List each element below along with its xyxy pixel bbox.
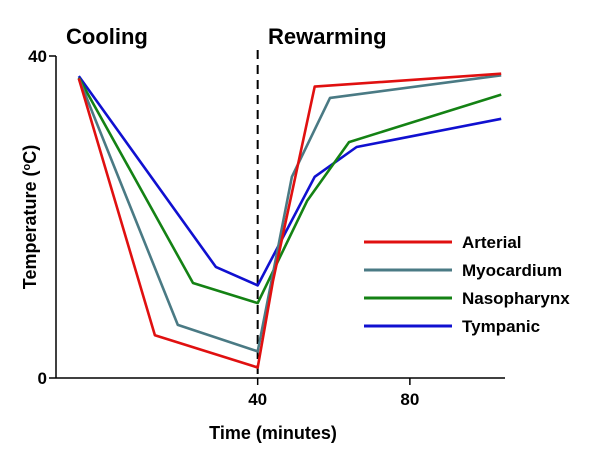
series-line-myocardium: [77, 74, 502, 353]
legend: Arterial Myocardium Nasopharynx Tympanic: [364, 233, 570, 336]
legend-label-arterial: Arterial: [462, 233, 522, 252]
y-axis-title: Temperature (oC): [20, 145, 40, 289]
y-axis-title-sup: o: [21, 164, 33, 171]
legend-label-nasopharynx: Nasopharynx: [462, 289, 570, 308]
y-axis-title-unit: C): [20, 145, 40, 164]
series-layer: [77, 72, 502, 369]
legend-label-tympanic: Tympanic: [462, 317, 540, 336]
y-tick-label-0: 0: [38, 369, 47, 388]
x-tick-label-1: 80: [400, 390, 419, 409]
series-line-arterial: [77, 72, 502, 369]
x-axis-title: Time (minutes): [209, 423, 337, 443]
y-tick-label-1: 40: [28, 47, 47, 66]
annotation-cooling: Cooling: [66, 24, 148, 49]
series-line-nasopharynx: [77, 77, 502, 305]
x-tick-label-0: 40: [248, 390, 267, 409]
legend-label-myocardium: Myocardium: [462, 261, 562, 280]
series-line-tympanic: [77, 75, 502, 287]
annotation-rewarming: Rewarming: [268, 24, 387, 49]
y-axis-title-main: Temperature (: [20, 171, 40, 290]
axis-ticks: 40 80 0 40: [28, 47, 419, 409]
